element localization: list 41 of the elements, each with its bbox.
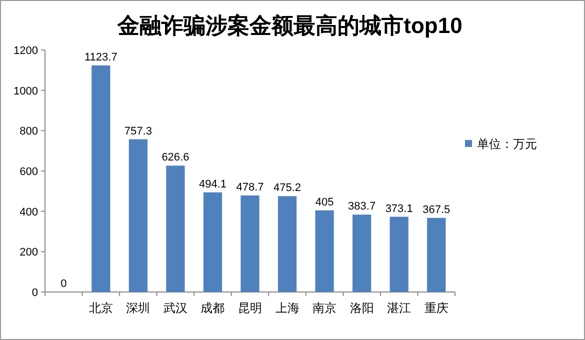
bar (278, 196, 297, 292)
bar (352, 214, 372, 292)
data-label: 494.1 (198, 178, 226, 190)
data-label: 757.3 (124, 125, 152, 138)
data-label: 383.7 (348, 200, 376, 213)
data-label: 626.6 (162, 152, 190, 164)
bar (240, 195, 260, 292)
y-tick-label: 800 (20, 126, 38, 138)
x-tick-label: 昆明 (238, 301, 262, 315)
bar (128, 139, 148, 292)
data-label: 367.5 (422, 204, 450, 216)
y-tick-label: 200 (20, 246, 38, 259)
data-label: 475.2 (274, 182, 302, 194)
data-label: 405 (315, 196, 334, 208)
x-tick-label: 湛江 (387, 301, 412, 315)
legend: 单位：万元 (465, 137, 537, 151)
y-tick-label: 400 (20, 206, 38, 218)
data-label: 478.7 (236, 181, 264, 194)
x-tick-label: 重庆 (424, 301, 448, 315)
data-label: 1123.7 (84, 51, 118, 64)
bar (92, 65, 110, 292)
x-tick-label: 北京 (88, 301, 113, 315)
legend-label: 单位：万元 (477, 137, 537, 151)
x-tick-label: 洛阳 (350, 301, 374, 315)
data-label: 373.1 (385, 202, 413, 215)
y-tick-label: 600 (20, 166, 38, 178)
chart-title: 金融诈骗涉案金额最高的城市top10 (116, 13, 462, 38)
bar (315, 210, 334, 292)
x-tick-label: 武汉 (163, 301, 188, 315)
bar (390, 216, 408, 292)
y-tick-label: 0 (32, 287, 38, 299)
bar (166, 166, 185, 292)
y-tick-label: 1200 (14, 45, 38, 57)
x-tick-label: 南京 (312, 301, 337, 315)
data-label: 0 (60, 278, 67, 290)
x-tick-label: 成都 (200, 301, 225, 315)
x-tick-label: 上海 (275, 301, 300, 315)
bar (427, 218, 446, 292)
y-tick-label: 1000 (14, 85, 38, 98)
x-tick-label: 深圳 (126, 301, 150, 315)
bar (203, 192, 222, 292)
